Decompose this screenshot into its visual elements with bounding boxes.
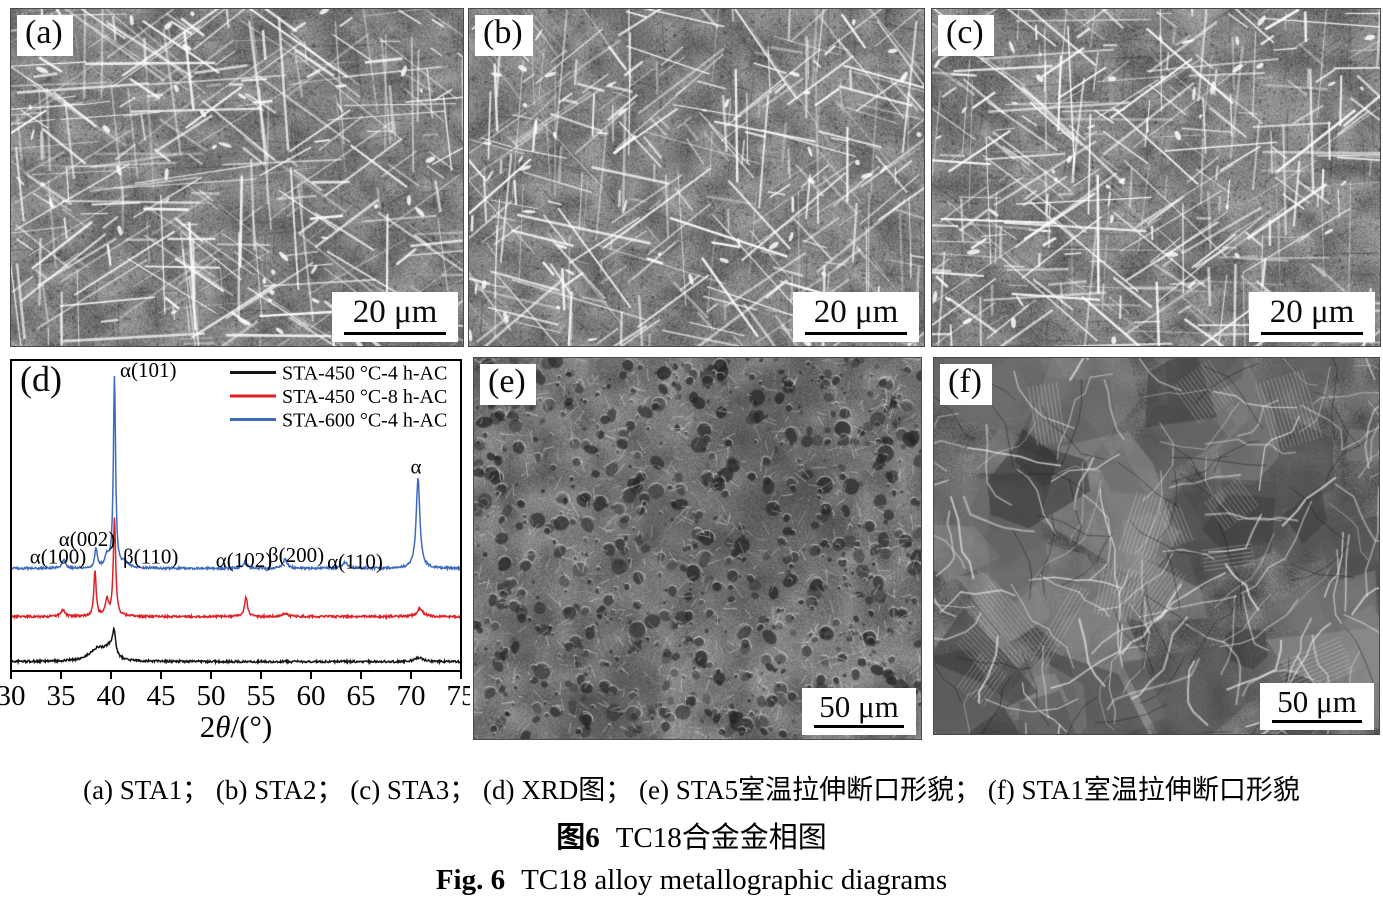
xrd-curve-2 (10, 375, 462, 572)
panel-a-scale-bar: 20 μm (332, 292, 458, 342)
peak-label: α(002) (59, 527, 116, 551)
caption-chinese-title: TC18合金金相图 (615, 822, 827, 854)
scale-bar-line (1272, 720, 1362, 723)
panel-f-fractograph: (f) 50 μm (933, 357, 1380, 735)
x-tick-label: 65 (347, 680, 376, 712)
x-axis-label: 2θ/(°) (200, 709, 272, 744)
x-tick-label: 50 (197, 680, 226, 712)
x-tick-label: 60 (297, 680, 326, 712)
panel-c-micrograph: (c) 20 μm (931, 8, 1381, 347)
panel-e-fractograph: (e) 50 μm (473, 357, 922, 740)
fractograph-e-image (474, 358, 921, 739)
micrograph-a-image (11, 9, 463, 346)
panel-c-scale-bar: 20 μm (1249, 292, 1375, 342)
micrograph-b-image (469, 9, 924, 346)
scale-bar-line (1261, 332, 1363, 335)
panel-c-label: (c) (938, 15, 994, 56)
caption-english-title: TC18 alloy metallographic diagrams (521, 864, 948, 896)
xrd-curve-0 (10, 625, 462, 666)
plot-frame (10, 359, 462, 672)
panel-b-scale-bar: 20 μm (793, 292, 919, 342)
x-tick-label: 30 (0, 680, 26, 712)
legend-entry: STA-450 °C-4 h-AC (282, 363, 447, 385)
peak-label: β(110) (123, 545, 178, 569)
scale-bar-text: 20 μm (352, 294, 438, 330)
scale-bar-line (344, 332, 446, 335)
fractograph-f-image (934, 358, 1379, 734)
peak-label: α (410, 455, 421, 479)
panel-a-micrograph: (a) 20 μm (10, 8, 464, 347)
caption-english-number: Fig. 6 (435, 864, 506, 896)
panel-f-label: (f) (940, 364, 992, 405)
scale-bar-text: 20 μm (813, 294, 899, 330)
x-tick-label: 55 (247, 680, 276, 712)
legend-entry: STA-600 °C-4 h-AC (282, 410, 447, 432)
panel-b-label: (b) (475, 15, 533, 56)
panel-e-scale-bar: 50 μm (802, 688, 916, 735)
scale-bar-line (814, 725, 904, 728)
caption-chinese-number: 图6 (556, 822, 600, 854)
panel-b-micrograph: (b) 20 μm (468, 8, 925, 347)
caption-chinese: 图6 TC18合金金相图 (0, 814, 1383, 856)
x-tick-label: 45 (147, 680, 176, 712)
xrd-curve-1 (10, 517, 462, 621)
scale-bar-line (805, 332, 907, 335)
xrd-plot: 30 35 40 45 50 55 60 65 70 75 2θ/(°) STA-450 °C-4 h… (0, 358, 471, 744)
legend-entry: STA-450 °C-8 h-AC (282, 386, 447, 408)
caption-subpanel-list: (a) STA1； (b) STA2； (c) STA3； (d) XRD图； … (83, 775, 1300, 805)
panel-f-scale-bar: 50 μm (1260, 683, 1374, 730)
peak-label: α(100) (30, 545, 87, 569)
micrograph-c-image (932, 9, 1380, 346)
x-tick-label: 75 (447, 680, 471, 712)
panel-a-label: (a) (17, 15, 73, 56)
caption-english: Fig. 6 TC18 alloy metallographic diagrams (0, 864, 1383, 897)
peak-label: α(102) (216, 548, 273, 572)
panel-d-label: (d) (20, 359, 62, 399)
scale-bar-text: 50 μm (1277, 684, 1357, 719)
scale-bar-text: 20 μm (1269, 294, 1355, 330)
x-tick-label: 70 (397, 680, 426, 712)
peak-label: α(101) (120, 358, 177, 382)
scale-bar-text: 50 μm (819, 689, 899, 724)
x-tick-label: 40 (97, 680, 126, 712)
peak-label: α(110) (327, 549, 383, 573)
x-tick-label: 35 (47, 680, 76, 712)
panel-e-label: (e) (480, 364, 536, 405)
peak-label: β(200) (268, 543, 324, 567)
